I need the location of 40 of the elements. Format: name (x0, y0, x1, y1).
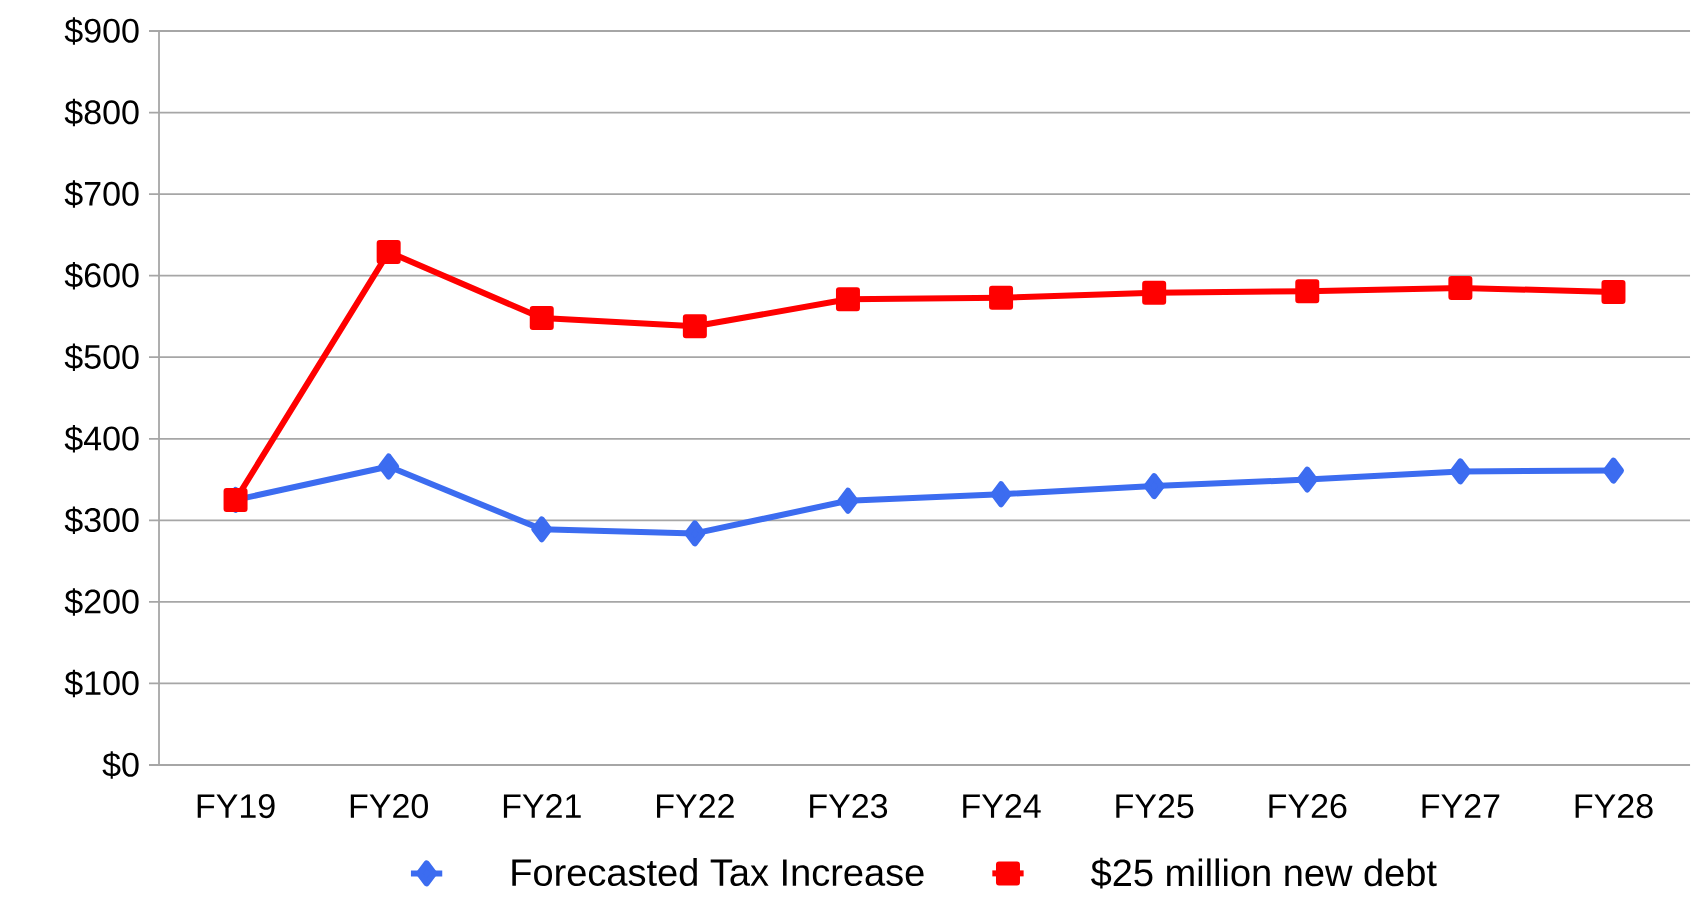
point (378, 453, 400, 480)
point (1449, 458, 1471, 485)
x-tick-label: FY21 (503, 794, 581, 818)
point (990, 481, 1012, 508)
y-tick-label: $900 (64, 17, 139, 45)
point (1143, 473, 1165, 500)
point (1295, 279, 1320, 304)
point (529, 306, 554, 331)
y-tick-label: $400 (64, 425, 139, 453)
x-tick-label: FY26 (1269, 794, 1347, 819)
point (684, 520, 706, 547)
x-tick-label: FY23 (810, 794, 888, 819)
point (682, 314, 707, 339)
point (376, 240, 401, 265)
point (837, 487, 859, 514)
y-tick-label: $0 (102, 751, 139, 779)
y-tick-label: $200 (64, 588, 139, 616)
y-tick-label: $700 (64, 180, 139, 208)
x-tick-label: FY22 (657, 794, 734, 818)
legend-label: $25 million new debt (1091, 857, 1437, 889)
y-tick-label: $100 (64, 669, 139, 698)
point (1142, 280, 1167, 305)
point (989, 285, 1014, 310)
x-tick-label: FY19 (197, 794, 275, 819)
x-tick-label: FY24 (963, 794, 1041, 818)
point (531, 516, 553, 543)
point (1296, 466, 1318, 493)
x-tick-label: FY27 (1422, 794, 1500, 818)
y-tick-label: $600 (64, 261, 139, 290)
x-tick-label: FY20 (350, 794, 428, 819)
x-tick-label: FY25 (1116, 794, 1194, 819)
point (835, 287, 860, 312)
y-tick-label: $800 (64, 98, 139, 127)
y-tick-label: $500 (64, 343, 139, 371)
y-tick-label: $300 (64, 506, 139, 535)
point (1448, 275, 1473, 300)
point (1602, 457, 1624, 484)
x-tick-label: FY28 (1575, 794, 1653, 819)
point (1601, 279, 1626, 304)
legend-label: Forecasted Tax Increase (512, 858, 924, 887)
